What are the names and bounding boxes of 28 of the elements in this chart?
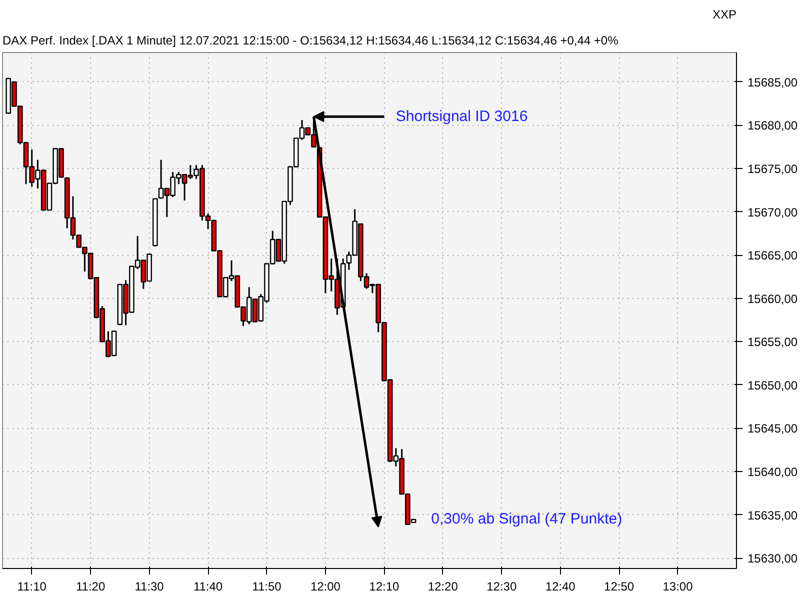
chart-title: DAX Perf. Index [.DAX 1 Minute] 12.07.2021 12:15:00 - O:15634,12 H:15634,46 L:15634,12 C:15634,46 +0,44 +0%: [2, 34, 619, 48]
x-tick-label: 12:40: [545, 580, 576, 594]
y-tick-label: 15655,00: [748, 335, 798, 350]
y-tick-label: 15640,00: [748, 465, 798, 480]
x-tick-label: 11:40: [193, 580, 223, 594]
y-tick-label: 15635,00: [748, 508, 798, 522]
y-tick-label: 15660,00: [748, 292, 798, 306]
x-tick-label: 12:20: [428, 580, 458, 594]
text: XXP: [712, 8, 737, 22]
y-tick-label: 15675,00: [748, 162, 798, 176]
y-tick-label: 15680,00: [748, 118, 798, 133]
annotation: Shortsignal ID 3016: [396, 108, 528, 126]
y-tick-label: 15645,00: [748, 422, 798, 436]
y-tick-label: 15685,00: [748, 75, 798, 90]
x-tick-label: 12:50: [604, 580, 634, 594]
y-tick-label: 15650,00: [748, 378, 798, 392]
x-tick-label: 13:00: [662, 580, 694, 594]
x-tick-label: 11:20: [76, 580, 106, 594]
y-tick-label: 15665,00: [748, 248, 798, 263]
annotation: 0,30% ab Signal (47 Punkte): [431, 510, 622, 528]
x-tick-label: 11:30: [134, 580, 164, 594]
x-tick-label: 12:30: [486, 580, 517, 594]
x-tick-label: 12:00: [310, 580, 341, 594]
x-tick-label: 12:10: [369, 580, 400, 594]
x-tick-label: 11:50: [252, 580, 282, 594]
x-tick-label: 11:10: [17, 580, 47, 594]
y-tick-label: 15670,00: [748, 205, 798, 220]
y-tick-label: 15630,00: [748, 552, 798, 566]
